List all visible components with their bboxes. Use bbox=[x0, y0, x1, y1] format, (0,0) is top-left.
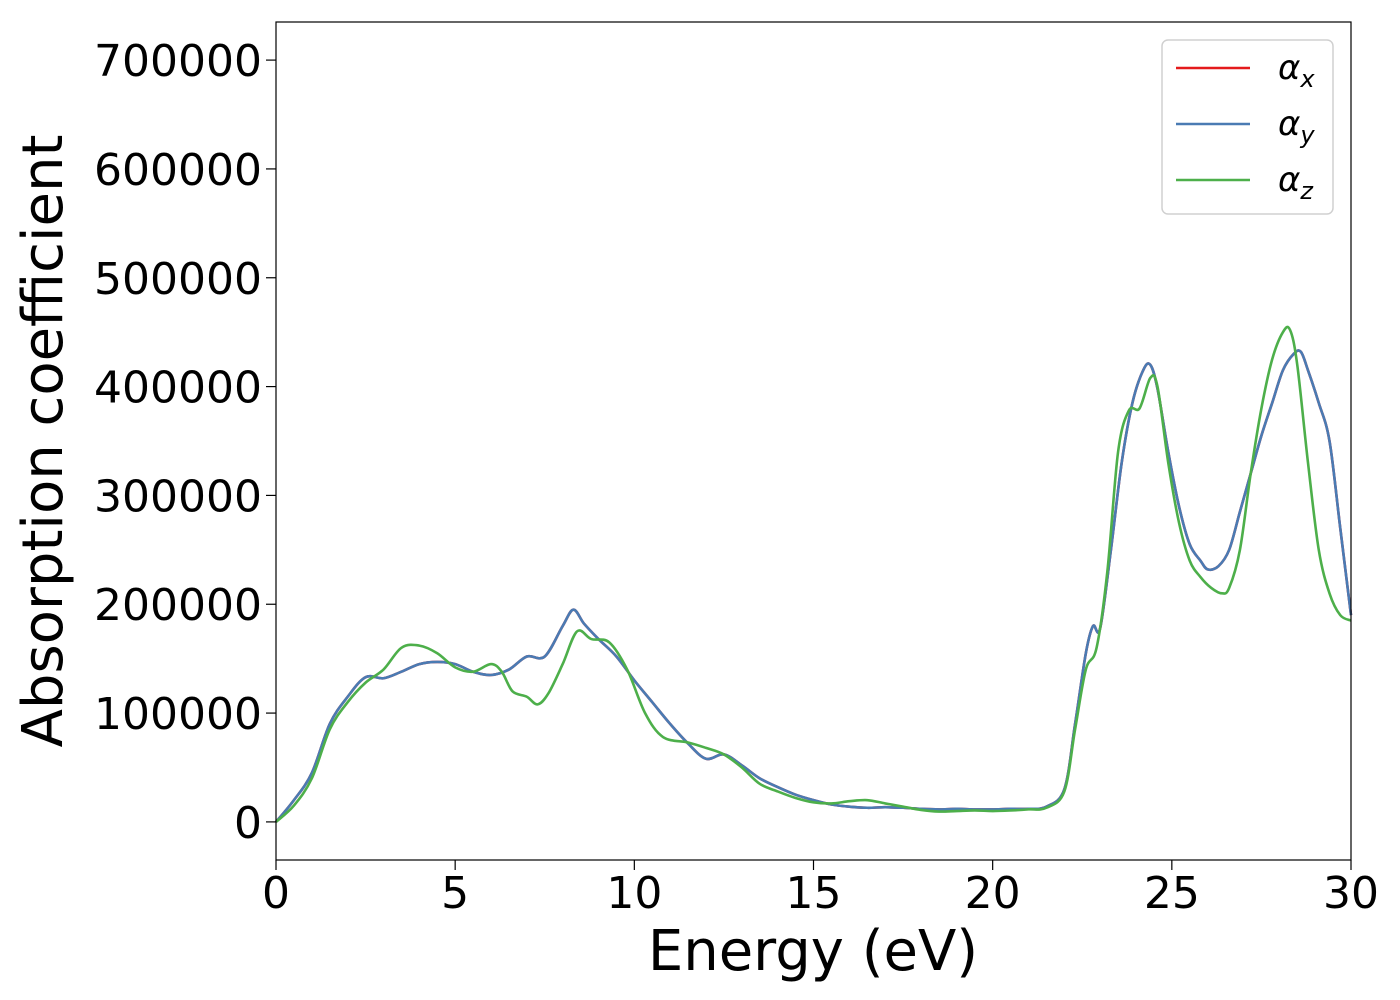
legend-label-base: α bbox=[1278, 160, 1300, 200]
series-line-y bbox=[274, 349, 1353, 823]
x-tick-label: 0 bbox=[262, 868, 290, 919]
y-tick-label: 500000 bbox=[94, 254, 262, 305]
legend-box bbox=[1161, 39, 1334, 215]
legend-label-base: α bbox=[1278, 48, 1300, 88]
y-axis-label: Absorption coefficient bbox=[11, 135, 76, 748]
y-tick-label: 700000 bbox=[94, 36, 262, 87]
y-tick-label: 600000 bbox=[94, 145, 262, 196]
y-tick-label: 400000 bbox=[94, 363, 262, 414]
x-tick-label: 20 bbox=[965, 868, 1021, 919]
y-tick-label: 300000 bbox=[94, 471, 262, 522]
x-tick-label: 10 bbox=[606, 868, 662, 919]
x-tick-label: 5 bbox=[441, 868, 469, 919]
y-tick-label: 200000 bbox=[94, 580, 262, 631]
series-layer bbox=[274, 325, 1353, 823]
legend-label-y: αy bbox=[1278, 104, 1315, 149]
series-line-z bbox=[275, 325, 1352, 823]
x-axis-ticks: 0 5 10 15 20 25 30 bbox=[262, 860, 1379, 919]
y-tick-label: 100000 bbox=[94, 689, 262, 740]
legend-label-z: αz bbox=[1278, 160, 1314, 205]
legend-label-x: αx bbox=[1278, 48, 1315, 93]
legend-label-subscript: z bbox=[1299, 177, 1314, 205]
legend-label-subscript: y bbox=[1299, 121, 1315, 149]
x-tick-label: 30 bbox=[1323, 868, 1379, 919]
x-tick-label: 15 bbox=[786, 868, 842, 919]
x-axis-label: Energy (eV) bbox=[648, 919, 978, 984]
legend-label-base: α bbox=[1278, 104, 1300, 144]
legend-label-subscript: x bbox=[1299, 65, 1315, 93]
y-tick-label: 0 bbox=[234, 798, 262, 849]
x-tick-label: 25 bbox=[1144, 868, 1200, 919]
y-axis-ticks: 0 100000 200000 300000 400000 500000 600000 700… bbox=[94, 36, 276, 849]
